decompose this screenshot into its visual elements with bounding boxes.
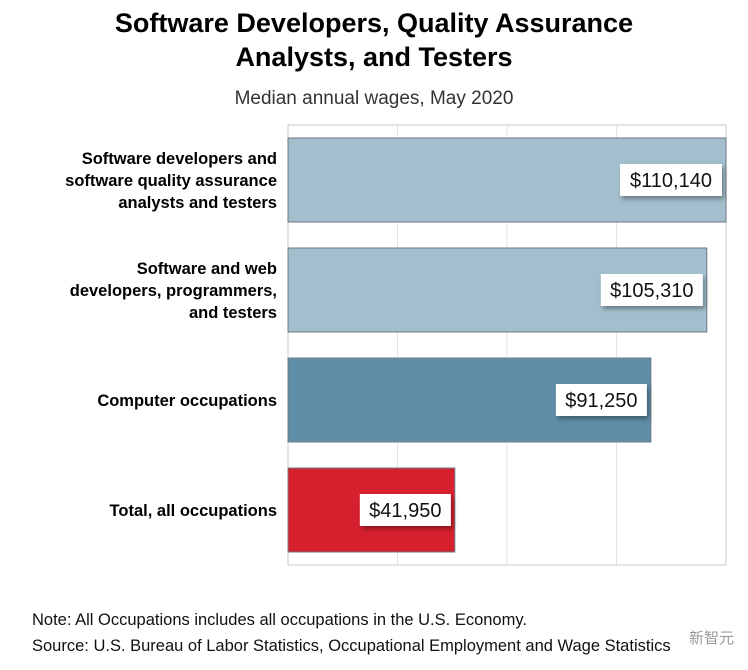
category-label: Software developers and	[82, 150, 277, 168]
value-label-box	[620, 164, 722, 196]
chart-subtitle: Median annual wages, May 2020	[234, 88, 514, 109]
category-label: Software and web	[137, 260, 277, 278]
category-label: software quality assurance	[65, 172, 277, 190]
watermark-logo: 新智元	[688, 629, 734, 647]
value-label-bg	[620, 164, 722, 196]
chart-note: Note: All Occupations includes all occup…	[32, 611, 527, 629]
category-label: developers, programmers,	[70, 282, 277, 300]
value-label-bg	[600, 274, 703, 306]
value-label: $110,140	[630, 170, 712, 192]
bar-chart: $110,140 Software developers and software …	[65, 124, 727, 566]
category-label: Computer occupations	[97, 392, 277, 410]
category-label: Total, all occupations	[110, 502, 277, 520]
value-label: $41,950	[369, 500, 441, 522]
value-label: $105,310	[610, 280, 693, 302]
value-label-bg	[359, 494, 451, 526]
value-label-box	[600, 274, 703, 306]
chart-title-line-1: Software Developers, Quality Assurance	[114, 8, 634, 38]
category-label: and testers	[189, 304, 277, 322]
chart-source: Source: U.S. Bureau of Labor Statistics,…	[32, 637, 671, 655]
category-label: analysts and testers	[118, 194, 277, 212]
chart-title-line-2: Analysts, and Testers	[235, 42, 513, 72]
value-label-box	[555, 384, 647, 416]
value-label: $91,250	[565, 390, 637, 412]
value-label-bg	[555, 384, 647, 416]
value-label-box	[359, 494, 451, 526]
chart-title: Software Developers, Quality Assurance A…	[0, 6, 748, 74]
